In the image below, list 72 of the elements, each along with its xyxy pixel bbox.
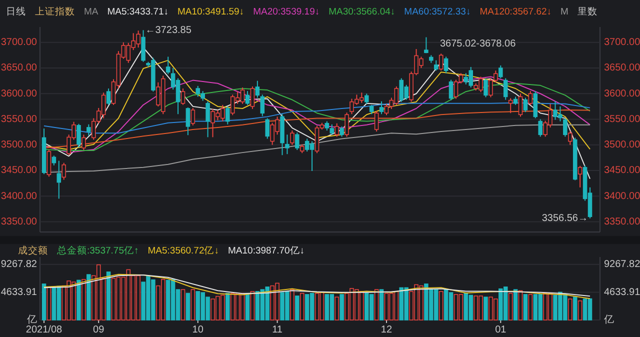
chart-title: 上证指数 bbox=[35, 6, 75, 18]
y2-tick-label: 3700.00 bbox=[604, 37, 640, 48]
bar bbox=[300, 292, 304, 320]
x-tick-label: 2021/08 bbox=[26, 324, 63, 336]
series-label: MA5:3560.72亿↓ bbox=[148, 246, 219, 257]
bar bbox=[226, 292, 230, 320]
y-tick-label: 3500.00 bbox=[0, 140, 38, 151]
bar bbox=[186, 292, 190, 320]
x-tick-label: 09 bbox=[93, 324, 105, 336]
y2-tick-label: 3400.00 bbox=[604, 190, 640, 202]
bar bbox=[295, 296, 300, 320]
bar bbox=[523, 294, 528, 320]
bar bbox=[82, 279, 86, 320]
text: MA30:3566.04↓ bbox=[328, 6, 396, 18]
y2-tick-label: 3500.00 bbox=[604, 140, 640, 151]
chart-subtitle: 日线 bbox=[6, 6, 26, 18]
text: MA10:3491.59↓ bbox=[178, 6, 244, 18]
x-tick-label: 01 bbox=[495, 324, 507, 336]
bar bbox=[340, 294, 344, 320]
y2-tick-label: 3350.00 bbox=[604, 216, 640, 228]
y-tick-label: 3550.00 bbox=[0, 114, 38, 125]
annotation: 3356.56→ bbox=[542, 213, 588, 224]
y2-tick-label: 亿 bbox=[603, 314, 614, 326]
bar bbox=[379, 289, 384, 320]
y-tick-label: 3600.00 bbox=[0, 88, 38, 100]
y-tick-label: 亿 bbox=[26, 314, 37, 326]
y-tick-label: 3400.00 bbox=[0, 190, 38, 202]
text: MA10:3987.70亿↓ bbox=[228, 246, 305, 257]
y2-tick-label: 4633.91 bbox=[604, 286, 640, 298]
bar bbox=[42, 284, 46, 320]
x-tick-label: 11 bbox=[272, 324, 283, 336]
annotation: ←3723.85 bbox=[145, 24, 192, 36]
bar bbox=[572, 296, 578, 320]
y-tick-label: 4633.91 bbox=[0, 286, 38, 298]
x-tick-label: 10 bbox=[192, 324, 204, 336]
bar bbox=[46, 286, 52, 320]
y-tick-label: 9267.82 bbox=[0, 259, 38, 270]
y-tick-label: 3700.00 bbox=[0, 37, 38, 48]
y2-tick-label: 3650.00 bbox=[604, 62, 640, 74]
chart-title: 成交额 bbox=[18, 244, 48, 257]
bar bbox=[528, 294, 533, 320]
series-label: 总金额:3537.75亿↑ bbox=[56, 244, 139, 257]
y2-tick-label: 3600.00 bbox=[604, 88, 640, 100]
y2-tick-label: 3450.00 bbox=[604, 165, 640, 176]
bar bbox=[578, 300, 582, 320]
bar bbox=[250, 291, 255, 320]
bar bbox=[374, 289, 379, 320]
y-tick-label: 3350.00 bbox=[0, 216, 38, 228]
text: MA20:3539.19↓ bbox=[253, 6, 320, 18]
bar bbox=[568, 298, 572, 320]
text: MA60:3572.33↓ bbox=[404, 6, 471, 18]
y2-tick-label: 3550.00 bbox=[604, 114, 640, 125]
y-tick-label: 3450.00 bbox=[0, 165, 38, 176]
bar bbox=[508, 292, 513, 320]
bar bbox=[180, 289, 186, 320]
text: M bbox=[560, 6, 569, 18]
text: MA120:3567.62↓ bbox=[480, 6, 552, 18]
text: 里数 bbox=[577, 6, 598, 18]
x-tick-label: 12 bbox=[380, 324, 392, 336]
y-tick-label: 3650.00 bbox=[0, 62, 38, 74]
bar bbox=[190, 289, 196, 320]
bar bbox=[76, 280, 81, 320]
bar bbox=[106, 272, 111, 320]
y2-tick-label: 9267.82 bbox=[604, 259, 640, 270]
bar bbox=[334, 296, 339, 320]
bar bbox=[86, 274, 91, 320]
bar bbox=[438, 291, 444, 320]
text: MA5:3433.71↓ bbox=[107, 6, 169, 18]
bar bbox=[290, 289, 294, 320]
bar bbox=[484, 296, 488, 320]
annotation: 3675.02-3678.06 bbox=[440, 38, 516, 50]
text: MA bbox=[84, 6, 99, 18]
